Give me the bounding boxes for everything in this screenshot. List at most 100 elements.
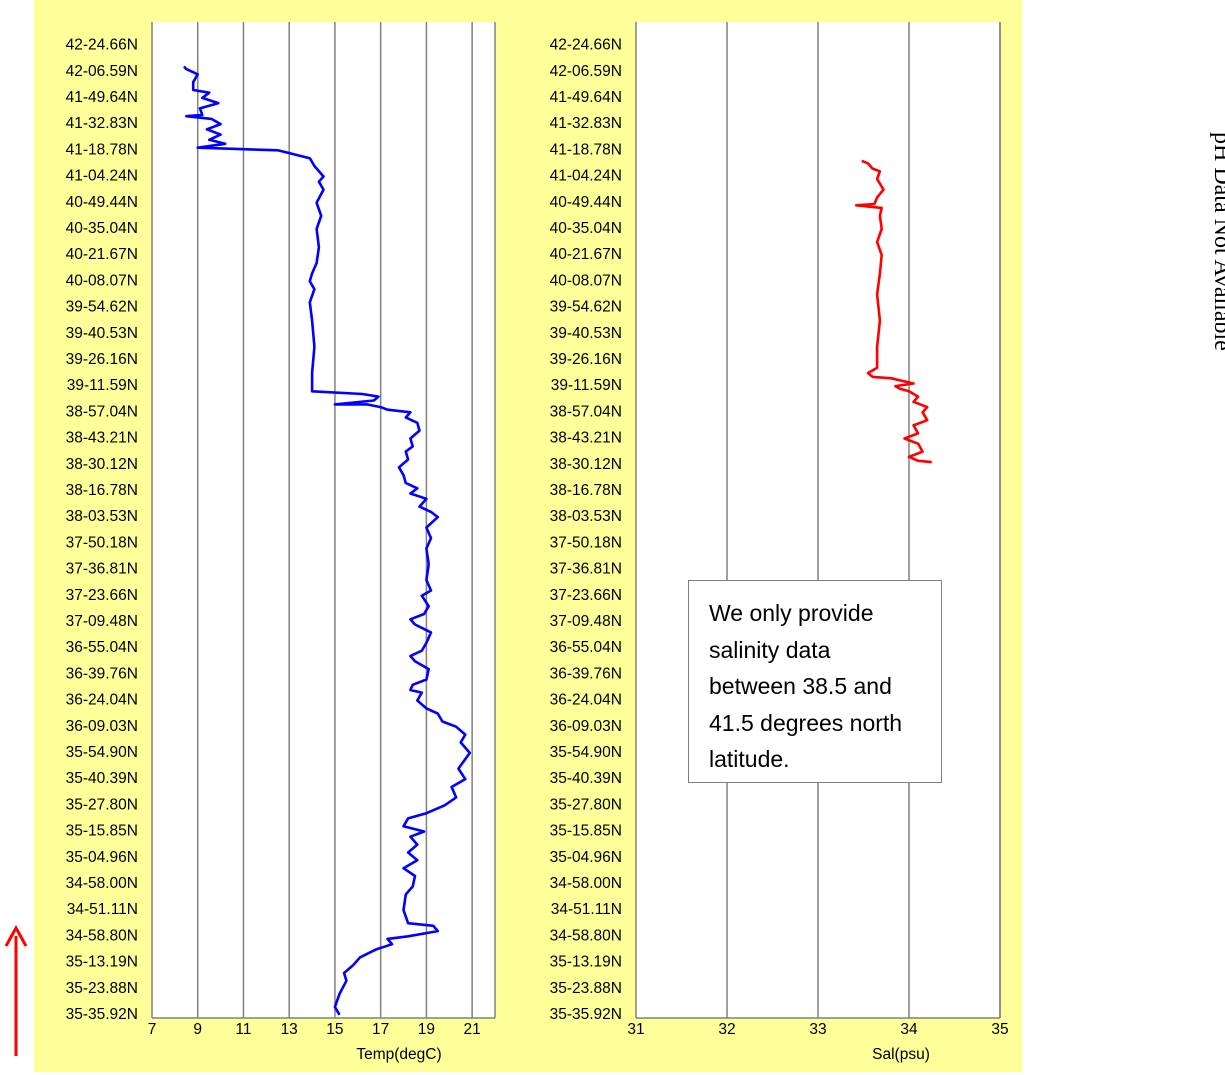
sal-x-tick-label: 33 — [809, 1021, 826, 1038]
temp-latitude-label: 38-30.12N — [66, 456, 138, 473]
salinity-chart: 42-24.66N 42-06.59N 41-49.64N 41-32.83N 41-1… — [550, 22, 1009, 1063]
sal-x-tick-label: 32 — [718, 1021, 735, 1038]
temp-latitude-label: 40-08.07N — [66, 272, 138, 289]
sal-x-tick-label: 31 — [627, 1021, 644, 1038]
sal-latitude-label: 34-58.00N — [550, 875, 622, 892]
temp-latitude-label: 34-58.80N — [66, 927, 138, 944]
salinity-series-line — [854, 159, 932, 464]
sal-latitude-label: 35-54.90N — [550, 744, 622, 761]
sal-latitude-label: 39-54.62N — [550, 299, 622, 316]
sal-latitude-label: 37-50.18N — [550, 534, 622, 551]
sal-latitude-label: 39-26.16N — [550, 351, 622, 368]
temp-x-tick-label: 19 — [418, 1021, 435, 1038]
sal-latitude-label: 39-11.59N — [551, 377, 622, 394]
temp-latitude-label: 37-50.18N — [66, 534, 138, 551]
sal-latitude-label: 40-08.07N — [550, 272, 622, 289]
sal-latitude-label: 35-04.96N — [550, 849, 622, 866]
temperature-plot-area — [152, 22, 495, 1018]
temp-latitude-label: 38-03.53N — [66, 508, 138, 525]
temp-latitude-label: 34-58.00N — [66, 875, 138, 892]
temp-latitude-label: 38-16.78N — [66, 482, 138, 499]
temperature-chart: 42-24.66N 42-06.59N 41-49.64N 41-32.83N 41-1… — [66, 22, 496, 1063]
sal-latitude-label: 36-55.04N — [550, 639, 622, 656]
sal-latitude-label: 38-57.04N — [550, 403, 622, 420]
temp-latitude-label: 40-21.67N — [66, 246, 138, 263]
sal-latitude-label: 37-23.66N — [550, 587, 622, 604]
temp-latitude-label: 35-54.90N — [66, 744, 138, 761]
sal-latitude-label: 39-40.53N — [550, 325, 622, 342]
temp-latitude-label: 37-36.81N — [66, 561, 138, 578]
temp-latitude-label: 40-49.44N — [66, 194, 138, 211]
temp-latitude-label: 41-04.24N — [66, 168, 138, 185]
sal-x-tick-label: 35 — [991, 1021, 1008, 1038]
temp-latitude-label: 35-40.39N — [66, 770, 138, 787]
sal-latitude-label: 35-15.85N — [550, 823, 622, 840]
sal-latitude-label: 40-49.44N — [550, 194, 622, 211]
temp-latitude-label: 39-11.59N — [67, 377, 138, 394]
sal-latitude-label: 40-35.04N — [550, 220, 622, 237]
temp-x-tick-label: 9 — [193, 1021, 202, 1038]
temp-latitude-label: 35-35.92N — [66, 1006, 138, 1023]
temp-x-tick-label: 13 — [281, 1021, 298, 1038]
sal-latitude-label: 38-43.21N — [550, 430, 622, 447]
temp-latitude-label: 36-24.04N — [66, 692, 138, 709]
temp-latitude-label: 39-54.62N — [66, 299, 138, 316]
temp-latitude-label: 35-04.96N — [66, 849, 138, 866]
temp-latitude-label: 36-55.04N — [66, 639, 138, 656]
temp-latitude-label: 36-39.76N — [66, 665, 138, 682]
sal-latitude-label: 35-13.19N — [550, 954, 622, 971]
sal-latitude-label: 38-30.12N — [550, 456, 622, 473]
sal-latitude-label: 36-39.76N — [550, 665, 622, 682]
temp-x-tick-label: 17 — [372, 1021, 389, 1038]
sal-latitude-label: 35-35.92N — [550, 1006, 622, 1023]
sal-latitude-label: 40-21.67N — [550, 246, 622, 263]
sal-x-tick-label: 34 — [900, 1021, 918, 1038]
sal-latitude-label: 42-06.59N — [550, 63, 622, 80]
sal-latitude-label: 35-23.88N — [550, 980, 622, 997]
temp-latitude-label: 35-23.88N — [66, 980, 138, 997]
temp-latitude-label: 39-40.53N — [66, 325, 138, 342]
sal-latitude-label: 34-58.80N — [550, 927, 622, 944]
temp-latitude-label: 38-43.21N — [66, 430, 138, 447]
temp-latitude-label: 42-06.59N — [66, 63, 138, 80]
temp-latitude-label: 39-26.16N — [66, 351, 138, 368]
temp-latitude-label: 40-35.04N — [66, 220, 138, 237]
temp-latitude-label: 35-15.85N — [66, 823, 138, 840]
temp-latitude-label: 35-13.19N — [66, 954, 138, 971]
temp-x-tick-label: 15 — [326, 1021, 343, 1038]
temp-latitude-label: 36-09.03N — [66, 718, 138, 735]
temp-latitude-label: 42-24.66N — [66, 37, 138, 54]
sal-latitude-label: 38-16.78N — [550, 482, 622, 499]
sal-latitude-label: 41-49.64N — [550, 89, 622, 106]
sal-latitude-label: 36-09.03N — [550, 718, 622, 735]
temp-latitude-label: 37-09.48N — [66, 613, 138, 630]
temp-latitude-label: 37-23.66N — [66, 587, 138, 604]
sal-latitude-label: 41-32.83N — [550, 115, 622, 132]
temp-latitude-label: 38-57.04N — [66, 403, 138, 420]
temp-latitude-label: 35-27.80N — [66, 796, 138, 813]
temp-latitude-label: 41-32.83N — [66, 115, 138, 132]
sal-latitude-label: 37-09.48N — [550, 613, 622, 630]
temp-latitude-label: 41-18.78N — [66, 141, 138, 158]
sal-latitude-label: 37-36.81N — [550, 561, 622, 578]
sal-latitude-label: 35-40.39N — [550, 770, 622, 787]
temp-x-tick-label: 7 — [148, 1021, 157, 1038]
temperature-axis-title: Temp(degC) — [356, 1046, 441, 1063]
sal-latitude-label: 41-04.24N — [550, 168, 622, 185]
sal-latitude-label: 35-27.80N — [550, 796, 622, 813]
salinity-axis-title: Sal(psu) — [872, 1046, 930, 1063]
ph-unavailable-note: pH Data Not Available — [1209, 132, 1225, 351]
temp-latitude-label: 41-49.64N — [66, 89, 138, 106]
sal-latitude-label: 41-18.78N — [550, 141, 622, 158]
salinity-coverage-note: We only provide salinity data between 38… — [688, 580, 942, 783]
sal-latitude-label: 38-03.53N — [550, 508, 622, 525]
up-arrow-icon — [4, 924, 28, 1056]
sal-latitude-label: 42-24.66N — [550, 37, 622, 54]
temp-x-tick-label: 21 — [464, 1021, 481, 1038]
temperature-series-line — [183, 65, 472, 1016]
sal-latitude-label: 34-51.11N — [551, 901, 622, 918]
temp-latitude-label: 34-51.11N — [67, 901, 138, 918]
sal-latitude-label: 36-24.04N — [550, 692, 622, 709]
temp-x-tick-label: 11 — [235, 1021, 251, 1038]
